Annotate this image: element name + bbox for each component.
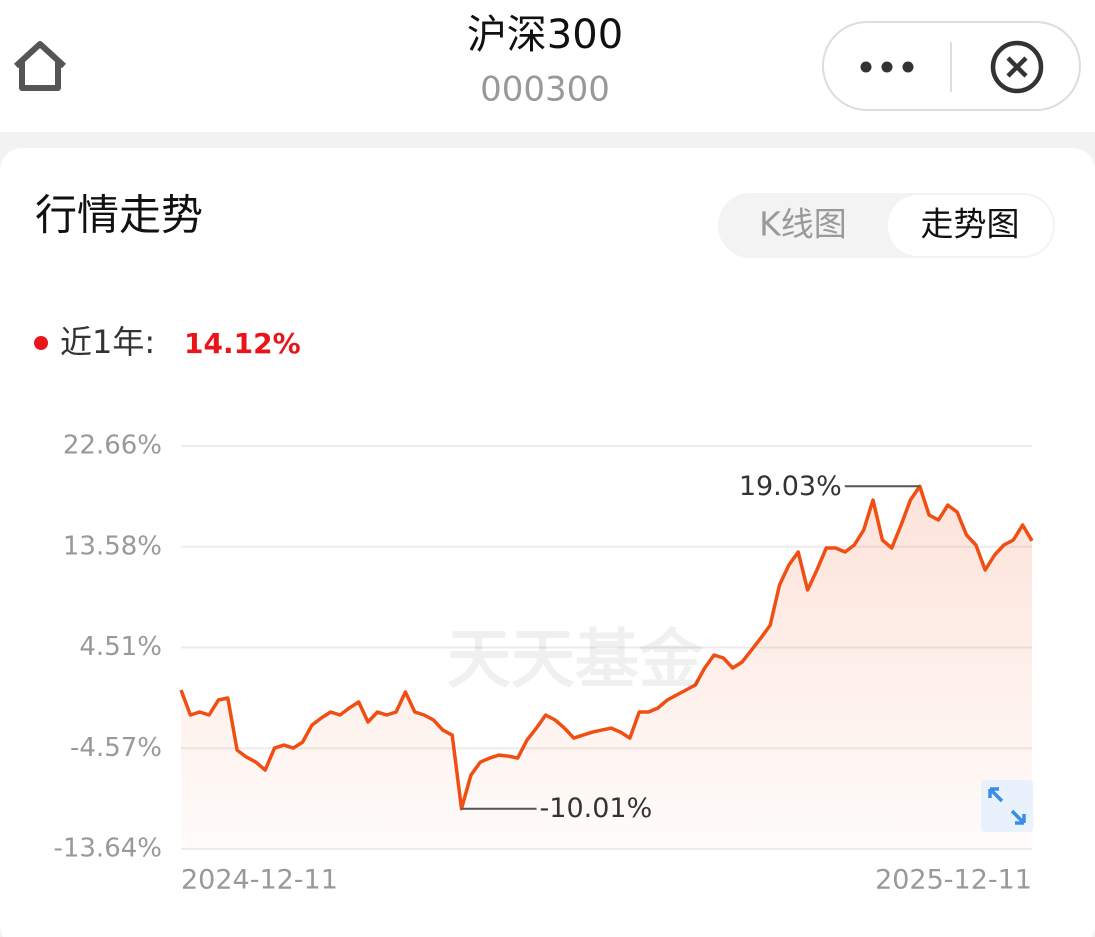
area-fill bbox=[181, 486, 1032, 849]
tab-active[interactable]: 走势图 bbox=[921, 205, 1020, 244]
y-tick-label: -13.64% bbox=[53, 834, 162, 864]
expand-button[interactable] bbox=[981, 780, 1033, 832]
close-x bbox=[1006, 56, 1028, 78]
more-button[interactable] bbox=[860, 61, 914, 73]
min-label: -10.01% bbox=[540, 793, 653, 824]
tab-active-bg bbox=[888, 195, 1053, 256]
page-code: 000300 bbox=[480, 70, 610, 110]
dot bbox=[881, 61, 893, 73]
expand-icon bbox=[988, 787, 1026, 825]
summary-label: 近1年: bbox=[60, 323, 155, 361]
max-label: 19.03% bbox=[739, 471, 842, 502]
y-tick-label: -4.57% bbox=[70, 733, 162, 763]
page-title: 沪深300 bbox=[467, 12, 623, 58]
y-tick-label: 13.58% bbox=[63, 531, 162, 561]
y-tick-label: 22.66% bbox=[63, 431, 162, 461]
tab[interactable]: K线图 bbox=[759, 205, 847, 244]
legend-dot bbox=[34, 336, 48, 350]
dot bbox=[902, 61, 914, 73]
close-button[interactable] bbox=[990, 40, 1044, 94]
x-tick-label: 2024-12-11 bbox=[181, 865, 338, 896]
line bbox=[179, 484, 1034, 811]
dot bbox=[860, 61, 872, 73]
home-button[interactable] bbox=[13, 41, 67, 91]
close-circle bbox=[990, 40, 1044, 94]
x-tick-label: 2025-12-11 bbox=[875, 865, 1032, 896]
chart: -13.64% -4.57% 4.51% 13.58% 22.66% 2024-12-11… bbox=[53, 431, 1034, 896]
watermark: 天天基金 bbox=[447, 623, 704, 698]
y-tick-label: 4.51% bbox=[79, 632, 162, 662]
card-title: 行情走势 bbox=[35, 191, 203, 240]
expand-bg bbox=[981, 780, 1033, 832]
summary-value: 14.12% bbox=[184, 327, 301, 360]
home-icon bbox=[13, 41, 67, 91]
